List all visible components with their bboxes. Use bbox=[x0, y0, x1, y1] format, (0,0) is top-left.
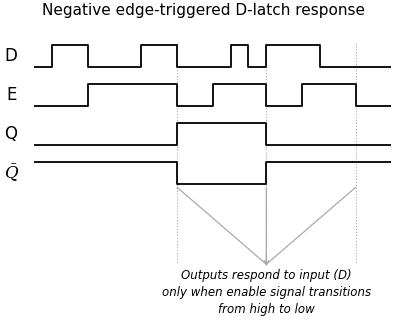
Text: $\bar{Q}$: $\bar{Q}$ bbox=[4, 162, 19, 184]
Text: D: D bbox=[4, 47, 17, 65]
Text: Outputs respond to input (D)
only when enable signal transitions
from high to lo: Outputs respond to input (D) only when e… bbox=[162, 269, 371, 315]
Text: Q: Q bbox=[4, 125, 18, 143]
Title: Negative edge-triggered D-latch response: Negative edge-triggered D-latch response bbox=[42, 3, 366, 18]
Text: E: E bbox=[6, 86, 16, 104]
